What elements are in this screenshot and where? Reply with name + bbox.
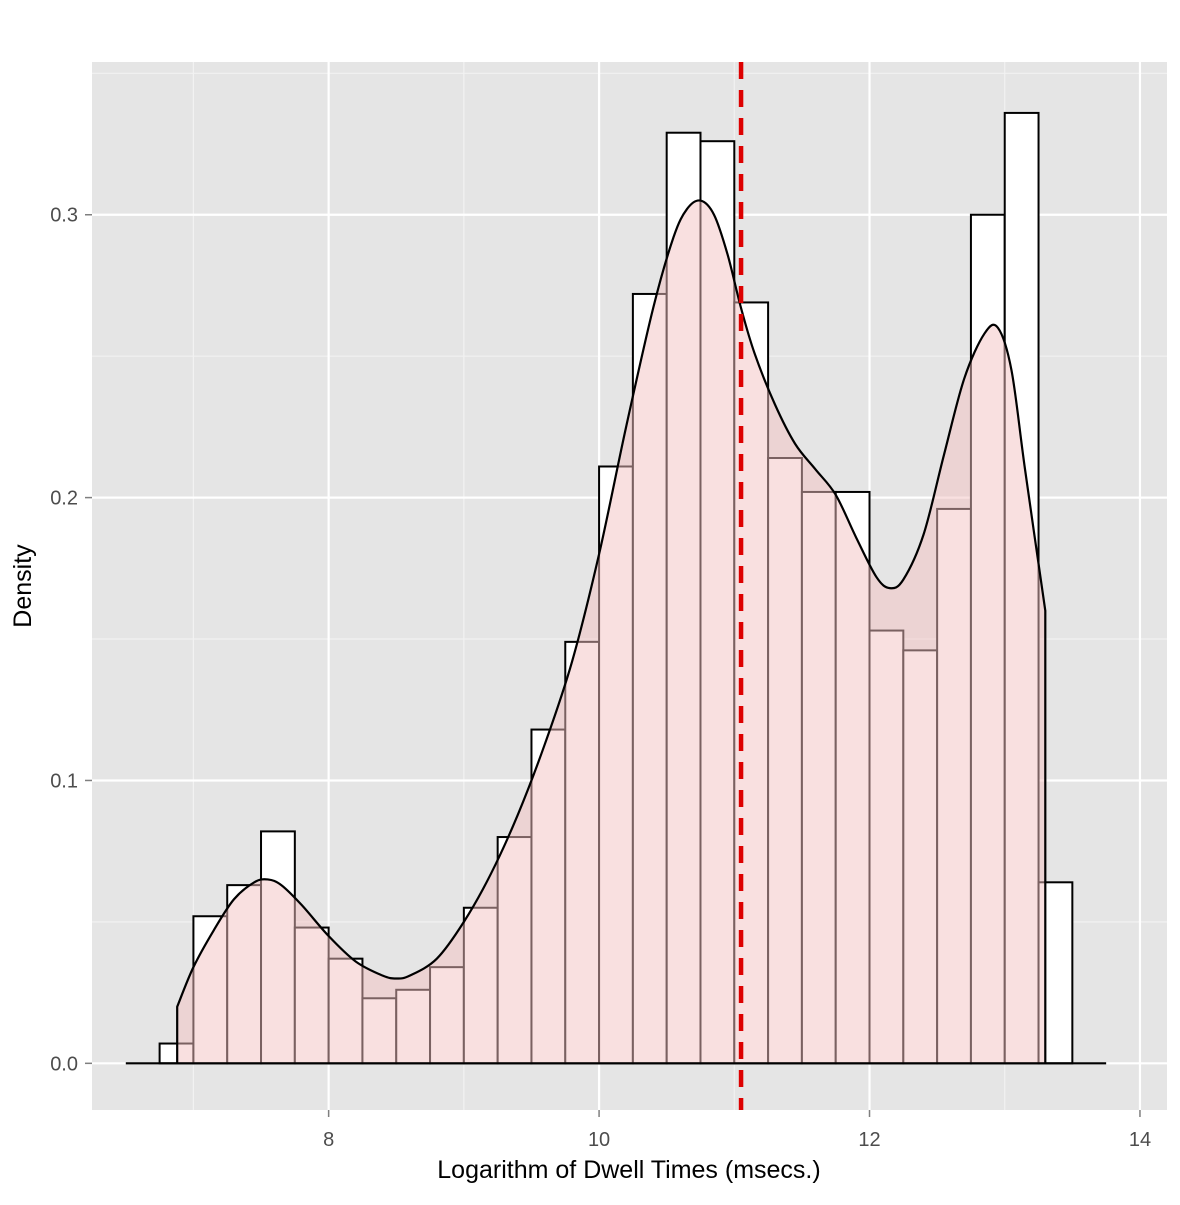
- density-area: [177, 200, 1046, 1064]
- y-tick-label: 0.0: [50, 1053, 78, 1075]
- x-axis-title: Logarithm of Dwell Times (msecs.): [437, 1156, 820, 1184]
- x-tick-label: 8: [323, 1129, 334, 1151]
- density-curve-layer: [176, 199, 1047, 1064]
- x-tick-label: 14: [1129, 1129, 1151, 1151]
- y-tick-label: 0.3: [50, 205, 78, 227]
- y-axis-title: Density: [9, 544, 37, 628]
- x-tick-label: 12: [858, 1129, 880, 1151]
- x-axis-ticks: 8 10 12 14: [323, 1110, 1151, 1151]
- y-tick-label: 0.2: [50, 488, 78, 510]
- y-axis-ticks: 0.0 0.1 0.2 0.3: [50, 205, 92, 1075]
- density-curve-line: [176, 199, 1047, 1064]
- y-tick-label: 0.1: [50, 770, 78, 792]
- x-tick-label: 10: [588, 1129, 610, 1151]
